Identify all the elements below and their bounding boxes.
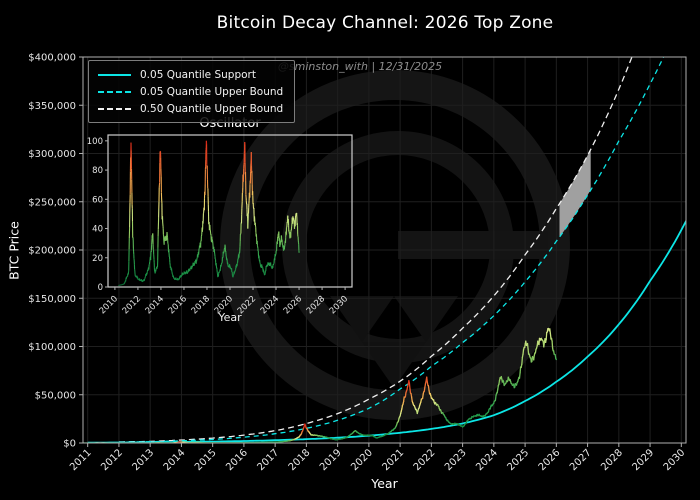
legend-label: 0.05 Quantile Upper Bound	[140, 85, 284, 98]
svg-text:60: 60	[92, 195, 103, 205]
legend-label: 0.50 Quantile Upper Bound	[140, 102, 284, 115]
svg-text:2011: 2011	[68, 447, 94, 473]
svg-text:2030: 2030	[662, 447, 688, 473]
oscillator-inset-plot	[118, 140, 300, 287]
svg-text:$0: $0	[63, 439, 76, 450]
svg-text:$350,000: $350,000	[28, 101, 76, 112]
legend-item-support: 0.05 Quantile Support	[98, 66, 283, 83]
svg-text:2018: 2018	[287, 447, 313, 473]
svg-text:2023: 2023	[443, 447, 469, 473]
chart-title: Bitcoin Decay Channel: 2026 Top Zone	[216, 13, 554, 33]
svg-text:2026: 2026	[537, 447, 563, 473]
svg-text:2013: 2013	[131, 447, 157, 473]
svg-text:2019: 2019	[318, 447, 344, 473]
plot-area	[83, 57, 686, 443]
legend-item-upper50: 0.50 Quantile Upper Bound	[98, 100, 283, 117]
svg-text:2024: 2024	[474, 447, 500, 473]
svg-text:$100,000: $100,000	[28, 342, 76, 353]
quantile-050-upper-bound-line	[118, 57, 633, 443]
svg-text:2021: 2021	[380, 447, 406, 473]
svg-text:$250,000: $250,000	[28, 197, 76, 208]
svg-text:$400,000: $400,000	[28, 53, 76, 64]
x-tick-labels: 2011 2012 2013 2014 2015 2016 2017 2018 2019 2020…	[68, 447, 687, 473]
svg-text:2027: 2027	[568, 447, 594, 473]
svg-text:2025: 2025	[505, 447, 531, 473]
legend-label: 0.05 Quantile Support	[140, 68, 256, 81]
top-zone-region	[559, 149, 591, 238]
svg-text:$50,000: $50,000	[35, 390, 76, 401]
svg-text:$300,000: $300,000	[28, 149, 76, 160]
y-tick-labels: $0 $50,000 $100,000 $150,000 $200,000 $250,00…	[28, 53, 76, 450]
oscillator-inset-x-label: Year	[218, 311, 242, 324]
svg-text:20: 20	[92, 254, 103, 264]
svg-text:40: 40	[92, 225, 103, 235]
x-axis-label: Year	[371, 476, 398, 491]
svg-text:2017: 2017	[255, 447, 281, 473]
svg-text:100: 100	[87, 137, 103, 147]
legend-item-upper05: 0.05 Quantile Upper Bound	[98, 83, 283, 100]
y-axis-label: BTC Price	[6, 221, 22, 280]
svg-text:2016: 2016	[224, 447, 250, 473]
svg-text:80: 80	[92, 166, 103, 176]
svg-text:2020: 2020	[349, 447, 375, 473]
svg-text:2012: 2012	[99, 447, 125, 473]
upper05-line-sample-icon	[98, 90, 131, 93]
quantile-005-upper-bound-line	[118, 57, 665, 443]
upper50-line-sample-icon	[98, 107, 131, 110]
inset-ticks	[105, 140, 346, 290]
watermark-credit: @sminston_with | 12/31/2025	[277, 60, 443, 73]
svg-text:$150,000: $150,000	[28, 294, 76, 305]
axis-ticks	[79, 56, 682, 447]
svg-text:2014: 2014	[162, 447, 188, 473]
oscillator-line	[118, 140, 300, 287]
svg-text:2028: 2028	[599, 447, 625, 473]
svg-text:2015: 2015	[193, 447, 219, 473]
svg-text:$200,000: $200,000	[28, 246, 76, 257]
svg-text:2022: 2022	[412, 447, 438, 473]
svg-text:2029: 2029	[630, 447, 656, 473]
support-line-sample-icon	[98, 73, 131, 76]
inset-y-tick-labels: 0 20 40 60 80 100	[87, 137, 103, 293]
legend: 0.05 Quantile Support 0.05 Quantile Uppe…	[88, 60, 296, 123]
grid-lines	[83, 57, 686, 443]
watermark-logo	[220, 70, 570, 420]
svg-text:0: 0	[98, 283, 103, 293]
